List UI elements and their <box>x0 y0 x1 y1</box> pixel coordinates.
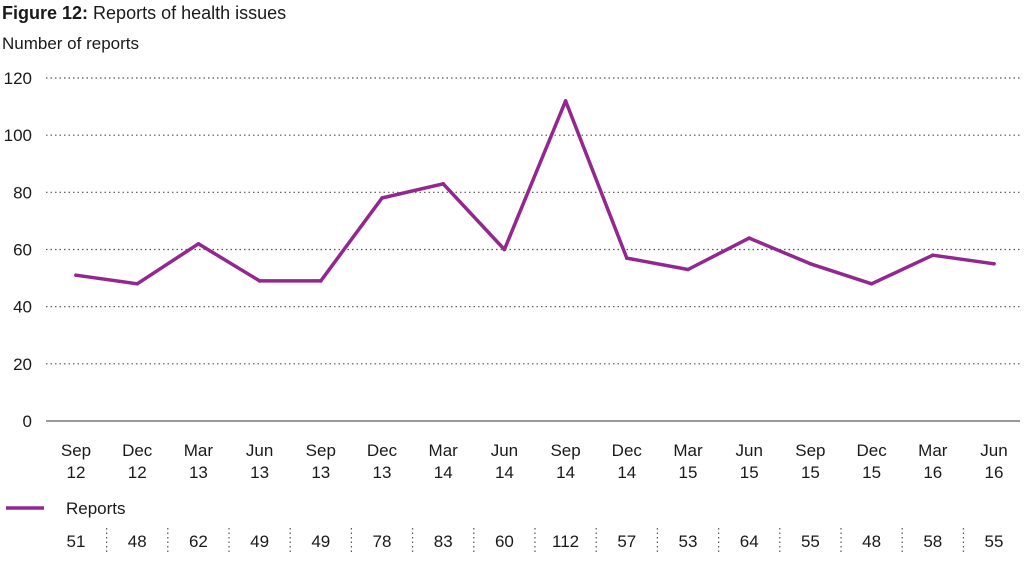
data-table-cell: 112 <box>552 532 579 551</box>
x-tick-label: Mar <box>673 441 703 460</box>
data-table-cell: 60 <box>495 532 514 551</box>
y-tick-label: 120 <box>4 69 32 88</box>
x-tick-label: Jun <box>735 441 762 460</box>
x-tick-label: 13 <box>373 463 392 482</box>
series-line-reports <box>74 99 996 286</box>
y-tick-label: 80 <box>13 183 32 202</box>
data-table-cell: 55 <box>985 532 1004 551</box>
data-point <box>686 267 690 272</box>
data-table-cell: 83 <box>434 532 453 551</box>
x-tick-label: Jun <box>491 441 518 460</box>
data-table-cell: 49 <box>311 532 330 551</box>
data-point <box>257 279 262 283</box>
data-table-cell: 64 <box>740 532 759 551</box>
data-table-cell: 48 <box>128 532 147 551</box>
data-point <box>74 273 78 278</box>
x-tick-label: Mar <box>429 441 459 460</box>
data-point <box>563 99 568 103</box>
x-tick-label: 14 <box>556 463 575 482</box>
series-reports <box>74 99 996 286</box>
x-tick-label: Mar <box>184 441 214 460</box>
x-tick-label: 15 <box>740 463 759 482</box>
x-tick-label: 16 <box>985 463 1004 482</box>
x-tick-label: 15 <box>801 463 820 482</box>
x-tick-label: 13 <box>311 463 330 482</box>
data-point <box>747 236 751 240</box>
data-point <box>625 256 629 260</box>
data-table-cell: 49 <box>250 532 269 551</box>
x-tick-label: Sep <box>795 441 825 460</box>
data-point <box>502 247 507 252</box>
data-point <box>135 282 139 286</box>
data-point <box>441 181 446 186</box>
x-tick-label: Sep <box>61 441 91 460</box>
y-tick-label: 0 <box>23 412 32 431</box>
x-tick-label: 14 <box>495 463 514 482</box>
data-table-cell: 53 <box>679 532 698 551</box>
x-tick-label: 16 <box>923 463 942 482</box>
data-point <box>319 279 323 283</box>
y-axis-label: Number of reports <box>2 34 139 53</box>
data-table-cell: 55 <box>801 532 820 551</box>
y-tick-label: 40 <box>13 298 32 317</box>
x-tick-label: Sep <box>550 441 580 460</box>
data-table-cell: 57 <box>617 532 636 551</box>
y-tick-label: 100 <box>4 126 32 145</box>
x-tick-label: Jun <box>980 441 1007 460</box>
x-tick-label: Mar <box>918 441 948 460</box>
data-table: 51 48 62 49 49 78 83 60 112 57 53 64 55 48 58 55 <box>67 528 1004 552</box>
x-tick-label: Dec <box>856 441 887 460</box>
y-axis-ticks: 0 20 40 60 80 100 120 <box>4 69 32 431</box>
x-tick-label: 15 <box>862 463 881 482</box>
data-point <box>931 253 935 258</box>
x-tick-label: 13 <box>250 463 269 482</box>
data-point <box>380 196 384 200</box>
y-tick-label: 60 <box>13 241 32 260</box>
x-tick-label: 12 <box>67 463 86 482</box>
legend-label-reports: Reports <box>66 499 126 518</box>
data-table-cell: 58 <box>923 532 942 551</box>
x-tick-label: 14 <box>434 463 453 482</box>
legend: Reports <box>6 499 126 518</box>
x-tick-label: 14 <box>617 463 636 482</box>
data-point <box>992 261 996 266</box>
x-tick-label: Dec <box>122 441 153 460</box>
data-point <box>808 261 813 266</box>
x-tick-label: 13 <box>189 463 208 482</box>
chart-title: Figure 12: Reports of health issues <box>2 2 286 24</box>
x-tick-label: Dec <box>612 441 643 460</box>
data-point <box>869 282 874 286</box>
data-point <box>196 241 201 246</box>
gridlines <box>46 77 1020 365</box>
data-table-cell: 62 <box>189 532 208 551</box>
x-axis-ticks: Sep 12 Dec 12 Mar 13 Jun 13 Sep 13 Dec 13 Mar 14 Jun 14… <box>61 441 1008 482</box>
chart-title-text: Reports of health issues <box>93 3 287 23</box>
x-tick-label: 15 <box>679 463 698 482</box>
data-table-cell: 48 <box>862 532 881 551</box>
x-tick-label: Sep <box>306 441 336 460</box>
x-tick-label: Jun <box>246 441 273 460</box>
x-tick-label: 12 <box>128 463 147 482</box>
chart-title-number: Figure 12: <box>2 3 89 23</box>
x-tick-label: Dec <box>367 441 398 460</box>
data-table-cell: 78 <box>373 532 392 551</box>
y-tick-label: 20 <box>13 355 32 374</box>
data-table-cell: 51 <box>67 532 86 551</box>
